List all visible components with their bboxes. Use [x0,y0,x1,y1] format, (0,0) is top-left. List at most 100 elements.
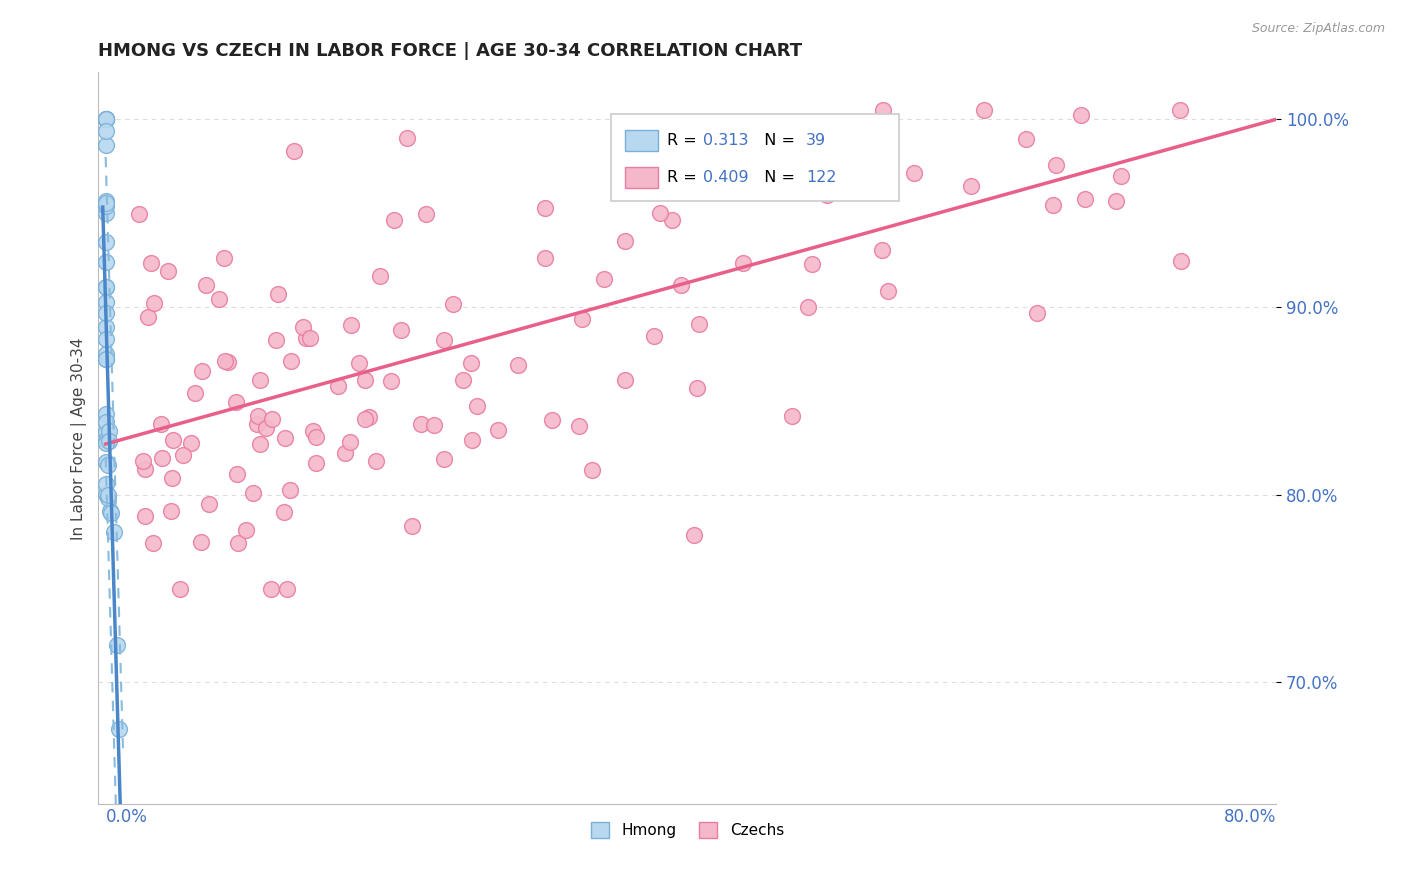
Point [190,535,212,549]
Point [94,352,117,367]
Point [246,409,269,423]
Point [94,295,117,310]
Point [877,285,900,299]
Point [1105,194,1128,209]
Point [94,112,117,127]
Text: 0.0%: 0.0% [105,808,148,826]
Point [94,415,117,429]
Point [534,201,557,215]
Point [460,356,482,370]
Point [160,471,183,485]
Point [162,433,184,447]
Point [1042,198,1064,212]
Point [389,323,412,337]
Point [441,297,464,311]
Point [249,373,271,387]
Point [180,436,202,450]
Point [540,413,562,427]
Point [280,354,302,368]
Point [1045,157,1067,171]
Point [688,317,710,331]
Text: R =: R = [668,133,702,148]
Point [156,264,179,278]
Point [97,458,120,473]
Point [339,435,361,450]
Point [870,243,893,257]
Point [94,351,117,366]
Bar [624,130,658,151]
Point [108,723,131,737]
Point [94,407,117,421]
Point [132,454,155,468]
Point [661,213,683,227]
Point [830,158,852,172]
Point [94,194,117,208]
Point [333,446,356,460]
Point [299,331,322,345]
Point [401,518,423,533]
Text: 0.409: 0.409 [703,170,748,185]
Point [94,455,117,469]
Point [94,306,117,320]
Point [94,320,117,334]
Point [254,421,277,435]
Point [249,437,271,451]
Point [191,364,214,378]
Point [581,463,603,477]
Point [685,381,707,395]
Point [295,331,318,345]
Point [278,483,301,498]
Point [486,423,509,437]
Text: 39: 39 [806,133,827,148]
Point [94,255,117,269]
Point [797,161,820,175]
Point [614,373,637,387]
Bar [624,167,658,187]
Point [648,205,671,219]
Point [682,528,704,542]
Point [366,454,388,468]
Point [801,257,824,271]
Point [1168,103,1191,117]
Point [1170,253,1192,268]
Point [134,462,156,476]
Point [94,112,117,127]
Point [461,433,484,447]
Point [160,504,183,518]
Legend: Hmong, Czechs: Hmong, Czechs [585,816,790,844]
Point [1109,169,1132,183]
Point [94,487,117,501]
Point [169,582,191,596]
Point [973,103,995,117]
Point [568,419,591,434]
Point [380,374,402,388]
Point [668,131,690,145]
Point [172,448,194,462]
Text: N =: N = [755,170,800,185]
Point [194,278,217,293]
Point [136,310,159,324]
Point [782,177,804,191]
Point [451,373,474,387]
Point [264,333,287,347]
Point [534,251,557,265]
Point [98,424,121,438]
Point [276,582,298,596]
Point [94,195,117,210]
Text: Source: ZipAtlas.com: Source: ZipAtlas.com [1251,22,1385,36]
Point [198,497,221,511]
Point [150,451,173,466]
Point [273,505,295,519]
Point [433,333,456,347]
Point [225,395,247,409]
Point [94,435,117,450]
Point [302,424,325,438]
Point [94,235,117,249]
Point [433,452,456,467]
Point [571,311,593,326]
Point [260,412,283,426]
Point [214,354,236,368]
Point [226,536,249,550]
Point [235,523,257,537]
Point [184,386,207,401]
